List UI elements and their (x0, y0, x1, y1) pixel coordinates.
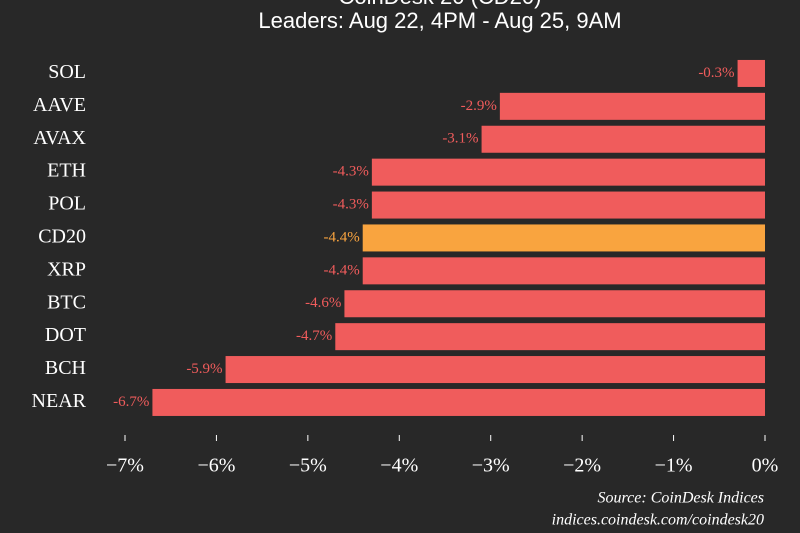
y-tick-label: XRP (47, 258, 86, 280)
y-tick-label: POL (48, 193, 86, 215)
value-label: -0.3% (698, 65, 734, 81)
y-tick-label: AVAX (33, 127, 86, 149)
y-tick-label: AAVE (33, 94, 86, 116)
bar (152, 388, 765, 416)
bar (371, 191, 765, 219)
x-tick-label: −1% (655, 455, 693, 477)
bar (737, 59, 765, 87)
chart-subtitle: Leaders: Aug 22, 4PM - Aug 25, 9AM (258, 8, 621, 33)
x-tick-label: −6% (197, 455, 235, 477)
bar (481, 125, 765, 153)
chart-title: CoinDesk 20 (CD20) (339, 0, 542, 9)
bar (362, 257, 765, 285)
bar (499, 92, 765, 120)
source: Source: CoinDesk Indices (598, 490, 764, 507)
y-tick-label: BCH (45, 357, 86, 379)
bar (225, 356, 766, 384)
x-tick-label: −3% (472, 455, 510, 477)
x-tick-label: −7% (106, 455, 144, 477)
y-tick-label: BTC (47, 291, 86, 313)
bar (344, 290, 765, 318)
x-tick-label: −5% (289, 455, 327, 477)
source-url: indices.coindesk.com/coindesk20 (552, 512, 764, 529)
y-tick-label: DOT (45, 324, 86, 346)
value-label: -4.4% (323, 229, 359, 245)
y-tick-label: CD20 (38, 226, 86, 248)
value-label: -4.3% (333, 164, 369, 180)
bar (362, 224, 765, 252)
bar (335, 323, 765, 351)
value-label: -4.6% (305, 295, 341, 311)
value-label: -4.4% (323, 262, 359, 278)
value-label: -3.1% (442, 131, 478, 147)
x-tick-label: −4% (380, 455, 418, 477)
x-tick-label: 0% (752, 455, 779, 477)
value-label: -2.9% (461, 98, 497, 114)
y-tick-label: NEAR (32, 390, 87, 412)
y-tick-label: ETH (47, 160, 86, 182)
value-label: -5.9% (186, 361, 222, 377)
y-tick-label: SOL (48, 61, 86, 83)
value-label: -4.3% (333, 196, 369, 212)
bar (371, 158, 765, 186)
x-tick-label: −2% (563, 455, 601, 477)
value-label: -6.7% (113, 394, 149, 410)
value-label: -4.7% (296, 328, 332, 344)
